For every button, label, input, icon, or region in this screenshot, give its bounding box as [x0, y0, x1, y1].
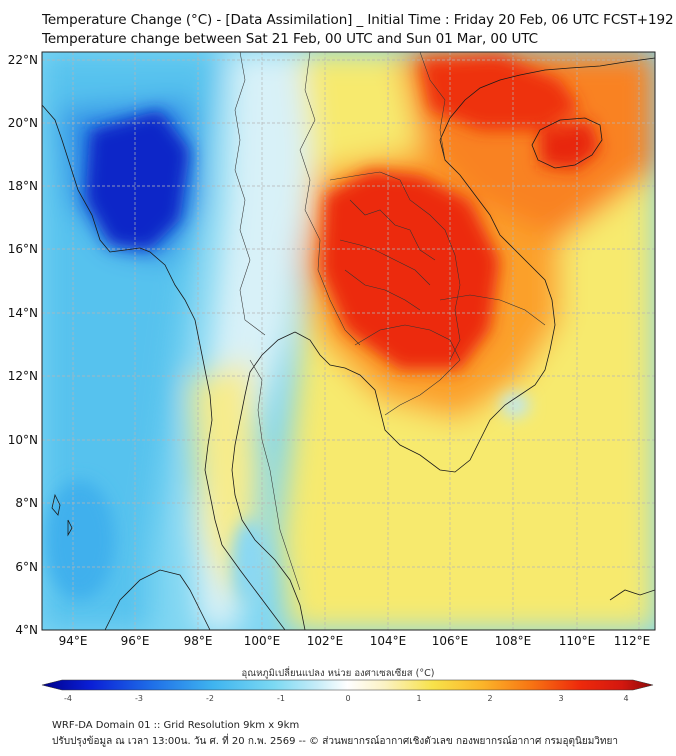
- colorbar-tick: -1: [277, 694, 285, 703]
- map-frame: [41, 51, 656, 631]
- lat-label-18n: 18°N: [7, 179, 38, 193]
- colorbar-tick: 3: [558, 694, 564, 703]
- colorbar-tick: 2: [487, 694, 493, 703]
- lat-label-8n: 8°N: [15, 496, 38, 510]
- colorbar-tick: 0: [345, 694, 351, 703]
- lat-label-10n: 10°N: [7, 433, 38, 447]
- update-credit: ปรับปรุงข้อมูล ณ เวลา 13:00น. วัน ศ. ที่…: [52, 736, 618, 747]
- lon-label-96e: 96°E: [120, 634, 150, 648]
- lon-label-108e: 108°E: [494, 634, 532, 648]
- coastlines: [42, 57, 655, 630]
- colorbar-tick: -2: [206, 694, 214, 703]
- lon-label-102e: 102°E: [306, 634, 344, 648]
- colorbar-tick: -3: [135, 694, 143, 703]
- lat-label-16n: 16°N: [7, 242, 38, 256]
- chart-title: Temperature Change (°C) - [Data Assimila…: [42, 12, 674, 28]
- lon-label-104e: 104°E: [369, 634, 407, 648]
- colorbar-tick: 4: [623, 694, 629, 703]
- graticule: [42, 52, 655, 630]
- lon-label-112e: 112°E: [613, 634, 651, 648]
- colorbar-tick: -4: [64, 694, 72, 703]
- lon-label-106e: 106°E: [431, 634, 469, 648]
- lat-label-12n: 12°N: [7, 369, 38, 383]
- model-info: WRF-DA Domain 01 :: Grid Resolution 9km …: [52, 720, 300, 731]
- lon-label-110e: 110°E: [558, 634, 596, 648]
- colorbar-title: อุณหภูมิเปลี่ยนแปลง หน่วย องศาเซลเซียส (…: [241, 668, 435, 679]
- lat-label-20n: 20°N: [7, 116, 38, 130]
- colorbar-tick: 1: [416, 694, 422, 703]
- country-borders: [234, 52, 546, 591]
- temperature-field: [42, 52, 655, 630]
- lon-label-94e: 94°E: [58, 634, 88, 648]
- lat-label-14n: 14°N: [7, 306, 38, 320]
- lon-label-100e: 100°E: [243, 634, 281, 648]
- lat-label-22n: 22°N: [7, 53, 38, 67]
- lat-label-4n: 4°N: [15, 623, 38, 637]
- chart-subtitle: Temperature change between Sat 21 Feb, 0…: [42, 31, 538, 47]
- lat-label-6n: 6°N: [15, 560, 38, 574]
- lon-label-98e: 98°E: [183, 634, 213, 648]
- colorbar: [41, 679, 654, 691]
